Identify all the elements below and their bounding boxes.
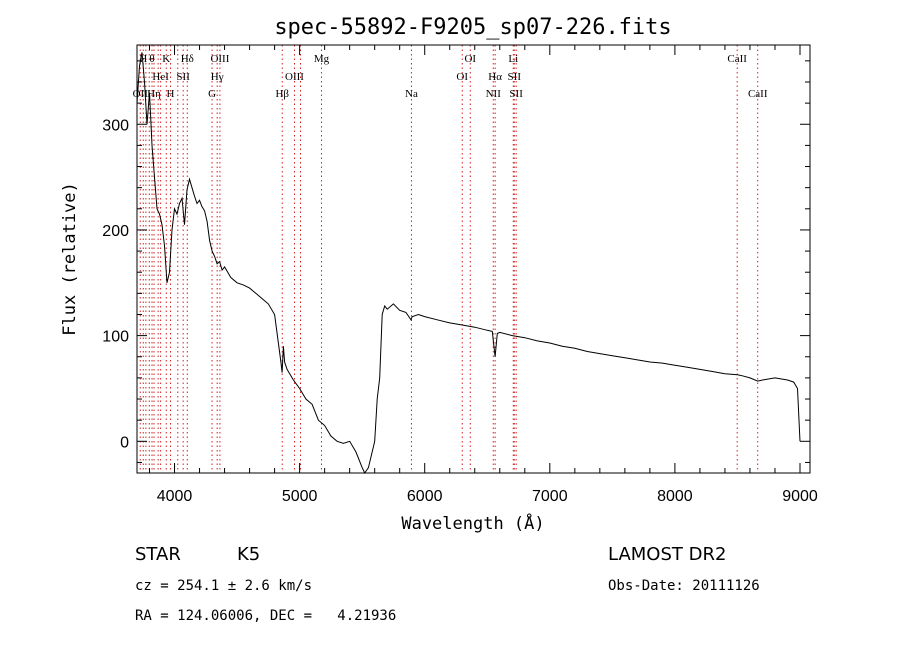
line-marker-label: OI xyxy=(456,71,468,83)
x-tick-label: 8000 xyxy=(657,488,693,505)
line-marker-label: Hα xyxy=(488,71,502,83)
y-tick-label: 300 xyxy=(102,117,129,134)
y-tick-label: 0 xyxy=(120,434,129,451)
line-marker-label: G xyxy=(208,88,216,100)
coordinates-readout: RA = 124.06006, DEC = 4.21936 xyxy=(135,608,396,624)
line-marker-label: Hγ xyxy=(211,71,224,83)
line-marker-label: NII xyxy=(486,88,502,100)
line-markers xyxy=(139,45,759,473)
line-marker-label: H xyxy=(139,53,147,65)
x-tick-label: 6000 xyxy=(407,488,443,505)
x-tick-label: 4000 xyxy=(157,488,193,505)
spectrum-line xyxy=(136,52,801,474)
survey-name: LAMOST DR2 xyxy=(608,544,726,565)
x-tick-label: 9000 xyxy=(782,488,818,505)
line-marker-label: SII xyxy=(508,71,522,83)
line-marker-label: OIII xyxy=(210,53,229,65)
line-marker-label: CaII xyxy=(748,88,768,100)
line-marker-label: H xyxy=(167,88,175,100)
chart-title: spec-55892-F9205_sp07-226.fits xyxy=(274,15,671,40)
redshift-readout: cz = 254.1 ± 2.6 km/s xyxy=(135,578,312,594)
spectral-subclass: K5 xyxy=(237,544,260,565)
line-marker-label: OIII xyxy=(285,71,304,83)
y-axis-ticks: 0 100 200 300 xyxy=(102,60,810,463)
line-marker-label: θ xyxy=(149,53,154,65)
line-marker-label: Hδ xyxy=(181,53,194,65)
line-marker-label: Hβ xyxy=(275,88,289,100)
line-marker-label: HeI xyxy=(152,71,169,83)
line-marker-label: Na xyxy=(405,88,418,100)
x-axis-ticks: 4000 5000 6000 7000 8000 9000 xyxy=(149,45,818,505)
x-tick-label: 5000 xyxy=(282,488,318,505)
object-class: STAR xyxy=(135,544,181,565)
obs-date: Obs-Date: 20111126 xyxy=(608,578,760,594)
y-tick-label: 100 xyxy=(102,329,129,346)
y-tick-label: 200 xyxy=(102,223,129,240)
line-marker-label: Mg xyxy=(314,53,330,65)
line-marker-label: Hη xyxy=(147,88,161,100)
plot-frame xyxy=(136,44,811,474)
line-marker-label: CaII xyxy=(727,53,747,65)
x-axis-label: Wavelength (Å) xyxy=(401,512,544,534)
line-marker-label: OI xyxy=(464,53,476,65)
line-marker-label: K xyxy=(162,53,170,65)
line-marker-label: SII xyxy=(176,71,190,83)
y-axis-label: Flux (relative) xyxy=(60,182,80,336)
line-marker-label: SII xyxy=(509,88,523,100)
x-tick-label: 7000 xyxy=(532,488,568,505)
line-marker-label: Li xyxy=(508,53,518,65)
